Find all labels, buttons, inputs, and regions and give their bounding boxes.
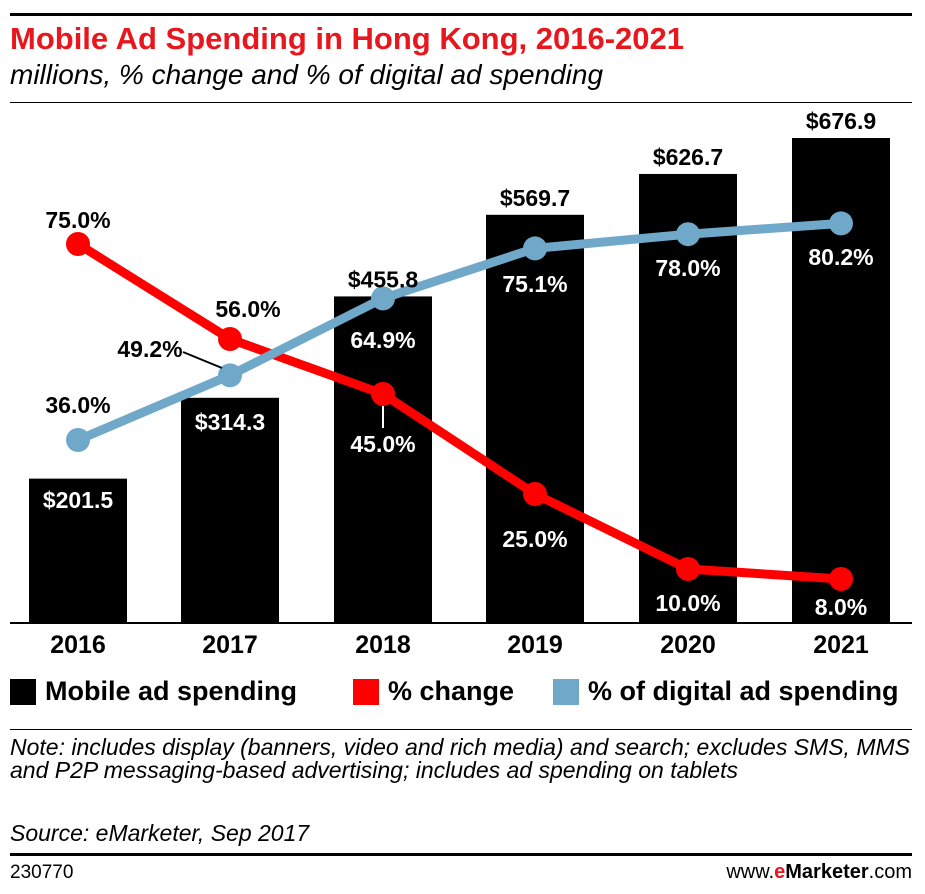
- bottom-rule: [10, 853, 912, 856]
- legend-label: % of digital ad spending: [588, 676, 899, 706]
- bar-value-label: $626.7: [653, 144, 723, 170]
- percent-digital-label: 80.2%: [808, 244, 873, 270]
- footnote: Note: includes display (banners, video a…: [10, 734, 910, 783]
- percent-digital-point-2021: [829, 211, 853, 236]
- legend: Mobile ad spending % change % of digital…: [0, 676, 925, 710]
- percent-change-point-2019: [523, 482, 547, 506]
- chart-title: Mobile Ad Spending in Hong Kong, 2016-20…: [10, 21, 685, 56]
- bar-2018: [334, 296, 432, 623]
- percent-digital-point-2016: [66, 428, 90, 452]
- chart-canvas: 2016 2017 2018 2019 2020 2021 $201.5 $314.3 $455…: [10, 108, 912, 659]
- legend-swatch-blue: [553, 678, 579, 705]
- percent-change-label: 8.0%: [815, 594, 867, 620]
- x-tick-label: 2019: [507, 631, 563, 659]
- source-line: Source: eMarketer, Sep 2017: [10, 820, 310, 846]
- bar-value-label: $569.7: [500, 185, 570, 211]
- x-tick-label: 2021: [813, 631, 869, 659]
- bar-value-label: $201.5: [43, 487, 114, 513]
- bar-2016: [29, 478, 127, 623]
- percent-change-label: 56.0%: [215, 296, 280, 322]
- legend-label: % change: [388, 676, 515, 706]
- chart-subtitle: millions, % change and % of digital ad s…: [10, 59, 604, 90]
- legend-item-mobile-ad-spending: Mobile ad spending: [10, 676, 297, 707]
- percent-change-label: 25.0%: [502, 526, 567, 552]
- percent-digital-line: [73, 218, 846, 445]
- percent-change-line: [73, 239, 846, 584]
- legend-item-percent-digital: % of digital ad spending: [553, 676, 899, 707]
- legend-label: Mobile ad spending: [45, 676, 298, 706]
- x-tick-label: 2016: [50, 631, 106, 659]
- percent-change-label: 75.0%: [45, 207, 110, 233]
- top-rule: [10, 13, 912, 16]
- bar-2019: [486, 214, 584, 624]
- x-tick-label: 2017: [202, 631, 258, 659]
- percent-change-point-2016: [66, 232, 90, 256]
- percent-change-label: 10.0%: [655, 590, 720, 616]
- percent-change-label: 45.0%: [350, 431, 415, 457]
- percent-digital-point-2017: [218, 363, 242, 388]
- percent-digital-label: 49.2%: [117, 336, 182, 362]
- x-tick-label: 2018: [355, 631, 411, 659]
- percent-digital-point-2020: [676, 222, 700, 247]
- footer-divider: [10, 729, 912, 730]
- bar-value-label: $455.8: [348, 266, 419, 292]
- x-tick-label: 2020: [660, 631, 716, 659]
- percent-change-point-2018: [371, 382, 395, 406]
- bar-value-label: $314.3: [195, 409, 265, 435]
- brand-suffix: .com: [868, 861, 912, 883]
- percent-change-point-2020: [676, 557, 700, 581]
- percent-digital-point-2018: [371, 286, 395, 311]
- brand-url: www.eMarketer.com: [726, 861, 912, 884]
- percent-digital-label: 36.0%: [45, 392, 110, 418]
- legend-swatch-black: [10, 678, 36, 705]
- leader-line-2017: [182, 351, 223, 369]
- legend-item-percent-change: % change: [353, 676, 514, 707]
- percent-digital-label: 64.9%: [350, 327, 415, 353]
- percent-digital-label: 78.0%: [655, 255, 720, 281]
- percent-change-point-2021: [829, 567, 853, 591]
- percent-digital-point-2019: [523, 236, 547, 261]
- percent-change-point-2017: [218, 327, 242, 351]
- percent-digital-label: 75.1%: [502, 271, 567, 297]
- bar-2017: [181, 397, 279, 623]
- brand-name: Marketer: [785, 861, 869, 883]
- bar-2021: [792, 138, 890, 623]
- brand-e: e: [774, 861, 786, 883]
- title-divider: [10, 102, 912, 103]
- chart-id: 230770: [10, 862, 74, 883]
- legend-swatch-red: [353, 678, 379, 705]
- brand-prefix: www.: [726, 861, 775, 883]
- bar-value-label: $676.9: [806, 108, 876, 134]
